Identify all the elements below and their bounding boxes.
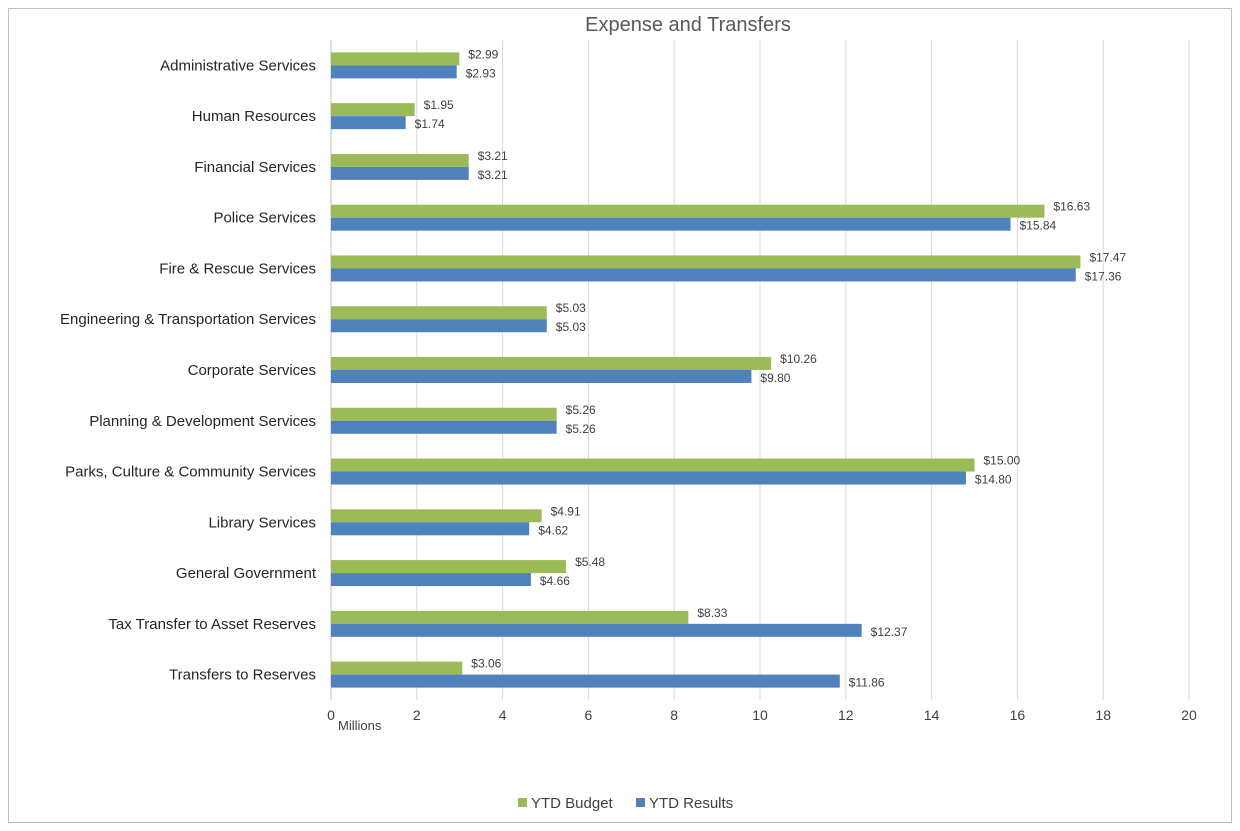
x-tick-label: 18 bbox=[1095, 707, 1111, 723]
x-tick-label: 12 bbox=[838, 707, 854, 723]
results-bar bbox=[331, 420, 557, 434]
data-labels: $2.99 $2.93 $1.95 $1.74 $3.21 $3.21 $16.63 $15.… bbox=[415, 47, 1127, 689]
results-data-label: $4.66 bbox=[540, 574, 570, 588]
category-label: Transfers to Reserves bbox=[169, 667, 316, 684]
x-axis-ticks: 0 2 4 6 8 10 12 14 16 18 20 bbox=[327, 707, 1197, 723]
category-label: Fire & Rescue Services bbox=[159, 260, 316, 277]
budget-data-label: $4.91 bbox=[551, 504, 581, 518]
budget-data-label: $5.26 bbox=[566, 403, 596, 417]
results-bar bbox=[331, 166, 469, 180]
budget-bar bbox=[331, 661, 463, 675]
budget-data-label: $15.00 bbox=[984, 454, 1021, 468]
results-bar bbox=[331, 623, 862, 637]
budget-bar bbox=[331, 306, 547, 320]
results-bar bbox=[331, 217, 1011, 231]
category-label: Engineering & Transportation Services bbox=[60, 311, 316, 328]
budget-bar bbox=[331, 153, 469, 167]
results-data-label: $14.80 bbox=[975, 473, 1012, 487]
results-bar bbox=[331, 268, 1076, 282]
budget-bar bbox=[331, 458, 975, 472]
results-data-label: $5.26 bbox=[566, 422, 596, 436]
x-tick-label: 0 bbox=[327, 707, 335, 723]
budget-data-label: $16.63 bbox=[1053, 200, 1090, 214]
x-axis-unit-label: Millions bbox=[338, 718, 382, 733]
budget-bar bbox=[331, 357, 772, 370]
category-label: Administrative Services bbox=[160, 57, 316, 74]
budget-data-label: $3.21 bbox=[478, 149, 508, 163]
chart-title: Expense and Transfers bbox=[585, 14, 791, 36]
x-tick-label: 16 bbox=[1010, 707, 1026, 723]
budget-data-label: $5.03 bbox=[556, 301, 586, 315]
budget-bar bbox=[331, 509, 542, 523]
results-bar bbox=[331, 370, 752, 383]
legend: YTD Budget YTD Results bbox=[518, 795, 733, 812]
legend-label-results: YTD Results bbox=[649, 795, 733, 812]
budget-data-label: $1.95 bbox=[424, 98, 454, 112]
budget-data-label: $8.33 bbox=[697, 606, 727, 620]
category-label: Planning & Development Services bbox=[89, 413, 316, 430]
x-tick-label: 8 bbox=[670, 707, 678, 723]
budget-bar bbox=[331, 610, 689, 624]
bars bbox=[331, 52, 1081, 688]
results-bar bbox=[331, 674, 840, 688]
category-label: Human Resources bbox=[192, 108, 316, 125]
category-labels: Administrative Services Human Resources Fi… bbox=[60, 57, 317, 683]
results-data-label: $3.21 bbox=[478, 168, 508, 182]
results-bar bbox=[331, 522, 530, 536]
results-data-label: $1.74 bbox=[415, 117, 445, 131]
results-data-label: $5.03 bbox=[556, 320, 586, 334]
results-bar bbox=[331, 319, 547, 333]
budget-bar bbox=[331, 103, 415, 117]
budget-data-label: $2.99 bbox=[468, 47, 498, 61]
budget-data-label: $10.26 bbox=[780, 352, 817, 366]
results-data-label: $11.86 bbox=[849, 676, 885, 690]
category-label: Library Services bbox=[208, 514, 316, 531]
budget-data-label: $3.06 bbox=[471, 657, 501, 671]
results-data-label: $15.84 bbox=[1020, 219, 1057, 233]
legend-swatch-results bbox=[636, 798, 645, 807]
x-tick-label: 20 bbox=[1181, 707, 1197, 723]
results-data-label: $2.93 bbox=[466, 66, 496, 80]
x-tick-label: 10 bbox=[752, 707, 768, 723]
x-tick-label: 2 bbox=[413, 707, 421, 723]
gridlines bbox=[330, 40, 1190, 700]
category-label: General Government bbox=[176, 565, 317, 582]
budget-data-label: $17.47 bbox=[1089, 250, 1126, 264]
budget-bar bbox=[331, 407, 557, 421]
category-label: Parks, Culture & Community Services bbox=[65, 464, 316, 481]
budget-bar bbox=[331, 52, 460, 66]
results-bar bbox=[331, 65, 457, 79]
x-tick-label: 14 bbox=[924, 707, 940, 723]
budget-bar bbox=[331, 560, 567, 574]
results-bar bbox=[331, 116, 406, 130]
results-data-label: $17.36 bbox=[1085, 269, 1122, 283]
category-label: Financial Services bbox=[194, 159, 316, 176]
legend-swatch-budget bbox=[518, 798, 527, 807]
budget-bar bbox=[331, 204, 1045, 218]
category-label: Corporate Services bbox=[188, 362, 316, 379]
results-data-label: $9.80 bbox=[760, 371, 790, 385]
x-tick-label: 6 bbox=[585, 707, 593, 723]
results-bar bbox=[331, 573, 531, 587]
x-tick-label: 4 bbox=[499, 707, 507, 723]
results-data-label: $4.62 bbox=[538, 523, 568, 537]
budget-data-label: $5.48 bbox=[575, 555, 605, 569]
legend-label-budget: YTD Budget bbox=[531, 795, 614, 812]
results-bar bbox=[331, 471, 966, 485]
category-label: Tax Transfer to Asset Reserves bbox=[108, 616, 316, 633]
budget-bar bbox=[331, 255, 1081, 269]
results-data-label: $12.37 bbox=[871, 625, 908, 639]
category-label: Police Services bbox=[213, 210, 316, 227]
